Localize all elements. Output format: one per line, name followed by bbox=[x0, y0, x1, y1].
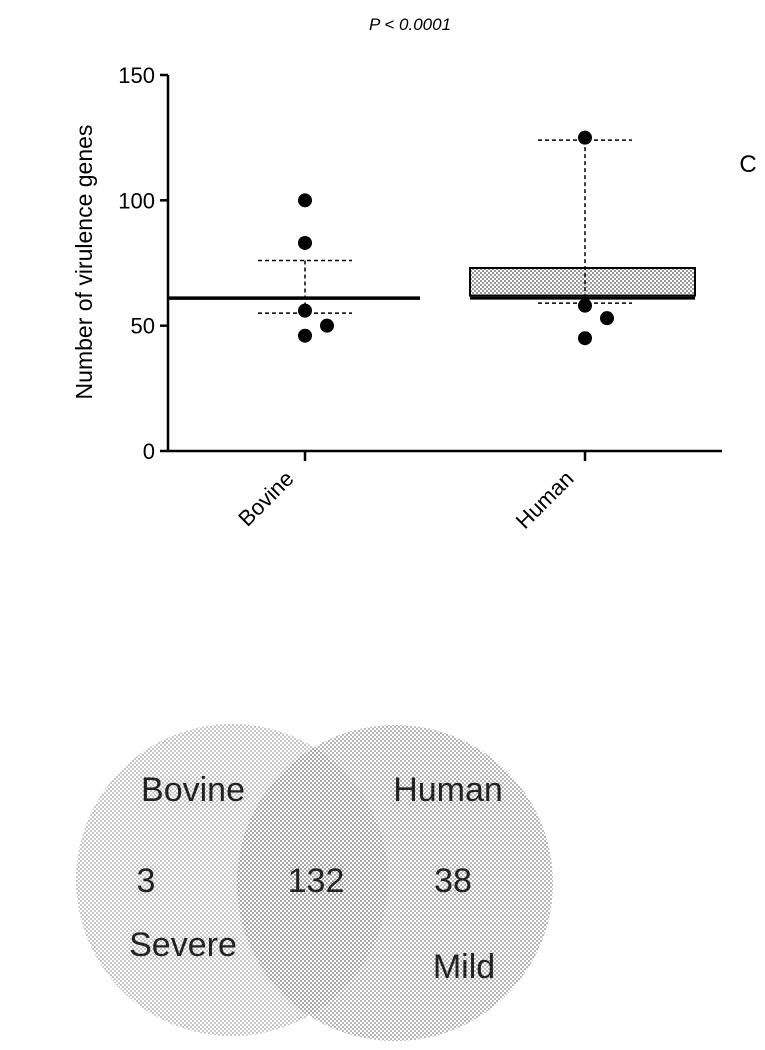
x-tick-label: Human bbox=[511, 466, 579, 534]
human-bar bbox=[470, 268, 695, 296]
data-point-human bbox=[578, 299, 592, 313]
data-point-bovine bbox=[298, 193, 312, 207]
venn-diagram: Bovine Human 3 132 38 Severe Mild bbox=[76, 724, 553, 1041]
y-tick-label: 150 bbox=[118, 63, 155, 88]
data-point-bovine bbox=[298, 304, 312, 318]
data-point-bovine bbox=[298, 236, 312, 250]
y-tick-label: 50 bbox=[131, 314, 155, 339]
venn-set-bovine-label: Bovine bbox=[141, 771, 245, 809]
venn-bovine-unique-count: 3 bbox=[137, 862, 156, 900]
x-ticks: Bovine Human bbox=[233, 451, 585, 534]
y-axis-label: Number of virulence genes bbox=[71, 125, 97, 400]
venn-set-human-label: Human bbox=[393, 771, 503, 809]
y-ticks: 0 50 100 150 bbox=[118, 63, 168, 464]
data-point-bovine bbox=[298, 329, 312, 343]
venn-human-unique-count: 38 bbox=[434, 862, 472, 900]
venn-intersection-count: 132 bbox=[288, 862, 345, 900]
plot-title: P < 0.0001 bbox=[369, 15, 451, 34]
data-point-human bbox=[578, 331, 592, 345]
data-point-human bbox=[600, 311, 614, 325]
y-tick-label: 0 bbox=[143, 439, 155, 464]
data-point-human bbox=[578, 131, 592, 145]
venn-human-sublabel: Mild bbox=[433, 948, 495, 986]
y-tick-label: 100 bbox=[118, 188, 155, 213]
panel-label: C bbox=[739, 151, 756, 178]
venn-bovine-sublabel: Severe bbox=[129, 926, 237, 964]
data-point-bovine bbox=[320, 319, 334, 333]
plot-marks bbox=[167, 131, 695, 346]
x-tick-label: Bovine bbox=[233, 466, 298, 531]
dot-plot: P < 0.0001 C Number of virulence genes 0… bbox=[71, 15, 757, 534]
